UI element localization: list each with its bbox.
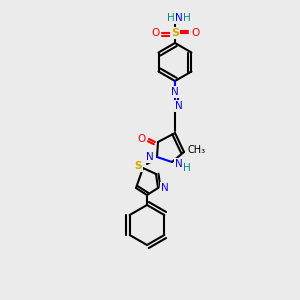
Text: H: H	[183, 163, 191, 173]
Text: O: O	[138, 134, 146, 144]
Text: N: N	[175, 13, 183, 23]
Text: CH₃: CH₃	[188, 145, 206, 155]
Text: H: H	[167, 13, 175, 23]
Text: O: O	[151, 28, 159, 38]
Text: N: N	[175, 159, 183, 169]
Text: N: N	[146, 152, 154, 162]
Text: S: S	[171, 28, 179, 38]
Text: O: O	[191, 28, 199, 38]
Text: N: N	[175, 101, 183, 111]
Text: N: N	[171, 87, 179, 97]
Text: N: N	[161, 183, 169, 193]
Text: H: H	[183, 13, 191, 23]
Text: S: S	[134, 161, 142, 171]
